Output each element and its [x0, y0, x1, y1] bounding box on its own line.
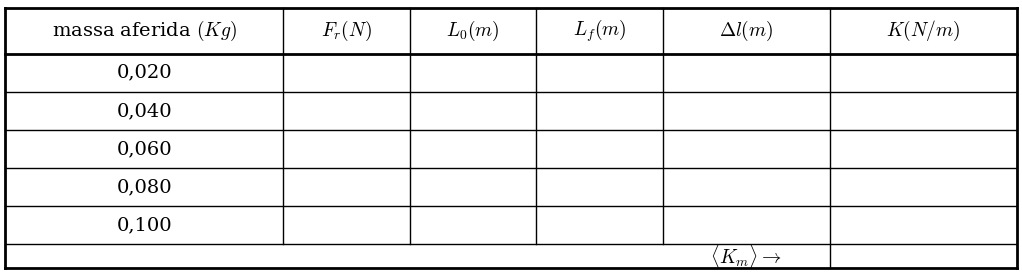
- Text: 0,040: 0,040: [117, 102, 172, 120]
- Text: $L_0(m)$: $L_0(m)$: [447, 19, 500, 43]
- Text: 0,020: 0,020: [117, 64, 172, 82]
- Text: $K(N/m)$: $K(N/m)$: [886, 19, 961, 43]
- Text: $L_f(m)$: $L_f(m)$: [572, 18, 626, 44]
- Text: 0,080: 0,080: [117, 178, 172, 196]
- Text: 0,100: 0,100: [117, 216, 172, 234]
- Text: 0,060: 0,060: [117, 140, 172, 158]
- Text: massa aferida $(Kg)$: massa aferida $(Kg)$: [51, 19, 237, 43]
- Text: $F_r(N)$: $F_r(N)$: [321, 19, 372, 43]
- Text: $\langle K_m \rangle \rightarrow$: $\langle K_m \rangle \rightarrow$: [710, 242, 782, 270]
- Text: $\Delta l(m)$: $\Delta l(m)$: [719, 19, 774, 43]
